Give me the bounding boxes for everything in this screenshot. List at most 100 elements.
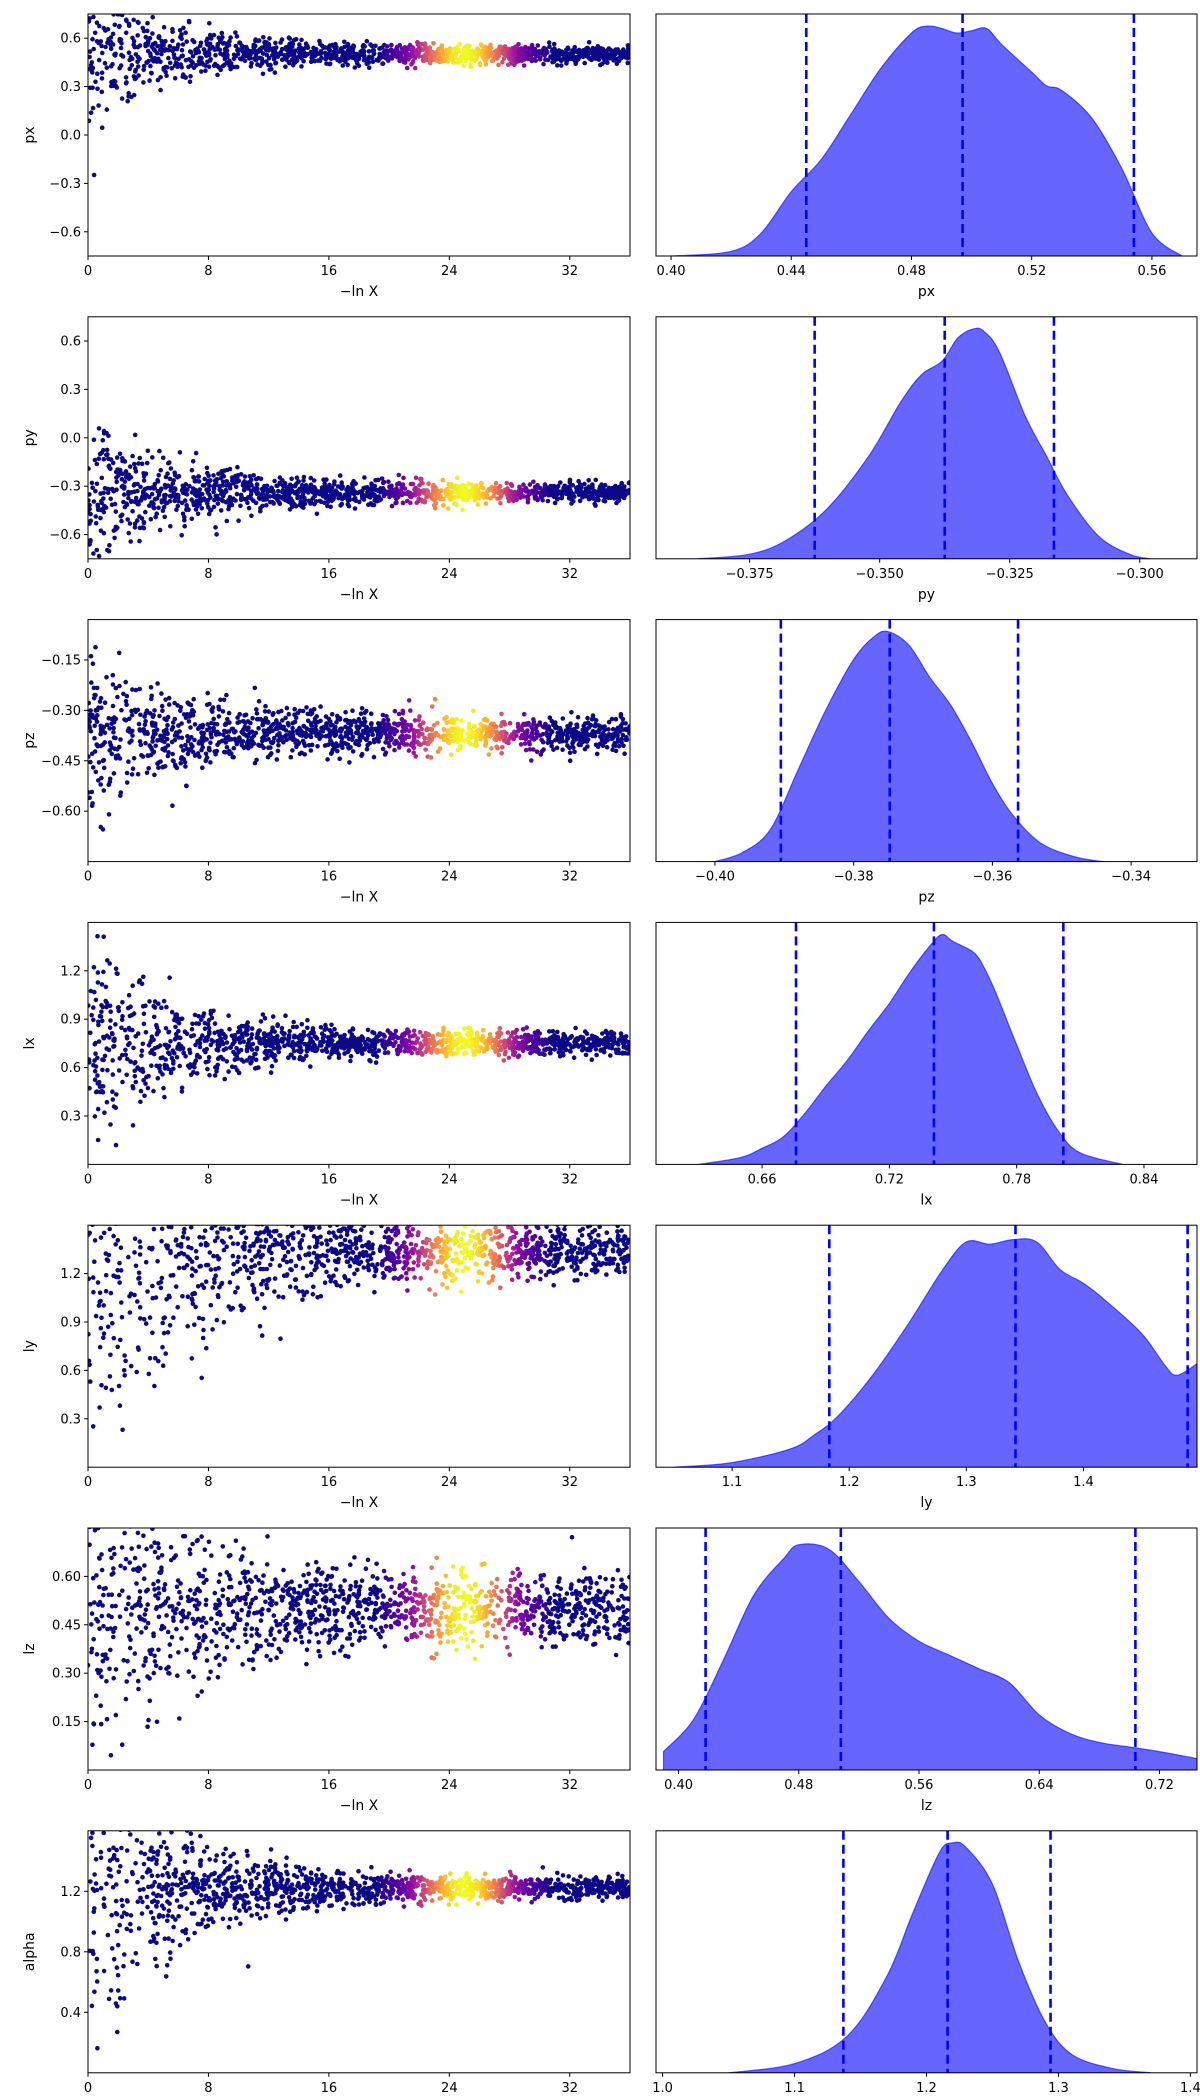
trace-point bbox=[315, 58, 321, 63]
trace-point bbox=[97, 451, 103, 457]
trace-point bbox=[205, 722, 210, 727]
trace-point bbox=[380, 489, 386, 495]
trace-point bbox=[99, 43, 104, 49]
trace-point bbox=[321, 485, 327, 491]
trace-point bbox=[190, 1021, 195, 1027]
trace-point bbox=[481, 47, 487, 53]
trace-point bbox=[94, 461, 100, 467]
trace-point bbox=[198, 499, 203, 504]
trace-point bbox=[141, 974, 146, 980]
trace-point bbox=[152, 772, 157, 778]
trace-point bbox=[95, 1073, 100, 1078]
trace-point bbox=[453, 728, 459, 733]
trace-point bbox=[341, 57, 347, 62]
trace-point bbox=[383, 52, 388, 57]
trace-point bbox=[119, 518, 124, 524]
trace-point bbox=[219, 36, 224, 42]
trace-point bbox=[569, 733, 574, 738]
trace-point bbox=[327, 61, 333, 67]
trace-point bbox=[600, 61, 605, 66]
trace-point bbox=[124, 780, 130, 785]
trace-point bbox=[325, 742, 331, 748]
trace-point bbox=[132, 466, 138, 471]
trace-point bbox=[592, 54, 597, 60]
trace-point bbox=[355, 1049, 360, 1055]
trace-point bbox=[111, 771, 117, 776]
trace-point bbox=[152, 481, 158, 487]
trace-point bbox=[417, 1030, 423, 1035]
trace-point bbox=[489, 730, 494, 735]
trace-point bbox=[578, 484, 583, 490]
trace-point bbox=[184, 507, 189, 513]
trace-point bbox=[375, 477, 381, 483]
trace-point bbox=[311, 478, 317, 483]
trace-point bbox=[143, 1081, 148, 1086]
trace-point bbox=[345, 485, 351, 490]
trace-point bbox=[157, 527, 163, 533]
trace-point bbox=[224, 1040, 230, 1045]
y-tick-label: −0.6 bbox=[49, 225, 81, 240]
trace-point bbox=[555, 734, 560, 740]
trace-point bbox=[106, 715, 111, 721]
trace-point bbox=[255, 490, 260, 495]
trace-point bbox=[200, 765, 205, 770]
trace-point bbox=[110, 31, 116, 37]
trace-point bbox=[389, 735, 395, 741]
trace-point bbox=[238, 497, 244, 503]
trace-point bbox=[138, 742, 144, 748]
trace-point bbox=[123, 75, 129, 80]
x-tick-label: 0.44 bbox=[777, 264, 806, 279]
trace-point bbox=[145, 448, 151, 454]
trace-point bbox=[193, 487, 198, 493]
trace-point bbox=[179, 1089, 185, 1094]
trace-point bbox=[162, 748, 167, 753]
trace-point bbox=[169, 727, 175, 732]
trace-point bbox=[212, 478, 218, 484]
trace-point bbox=[99, 729, 104, 734]
trace-point bbox=[309, 742, 315, 748]
trace-point bbox=[154, 51, 160, 56]
trace-point bbox=[166, 695, 172, 701]
trace-point bbox=[101, 788, 107, 793]
trace-point bbox=[475, 502, 481, 507]
trace-point bbox=[88, 1057, 92, 1062]
trace-point bbox=[172, 76, 178, 81]
x-tick-label: 0 bbox=[84, 567, 92, 582]
trace-point bbox=[262, 709, 268, 714]
trace-point bbox=[174, 731, 180, 737]
trace-point bbox=[100, 724, 106, 730]
trace-point bbox=[129, 56, 135, 61]
trace-point bbox=[213, 52, 218, 58]
trace-point bbox=[141, 728, 146, 734]
trace-point bbox=[102, 60, 108, 66]
trace-point bbox=[474, 728, 480, 734]
trace-point bbox=[473, 738, 479, 744]
trace-point bbox=[384, 714, 389, 719]
trace-point bbox=[478, 42, 484, 47]
trace-point bbox=[137, 455, 143, 461]
trace-point bbox=[451, 60, 456, 65]
trace-point bbox=[399, 485, 404, 490]
trace-point bbox=[105, 490, 111, 496]
trace-point bbox=[302, 743, 308, 749]
trace-point bbox=[112, 53, 118, 58]
trace-point bbox=[343, 709, 348, 715]
trace-point bbox=[178, 704, 184, 710]
trace-point bbox=[226, 500, 232, 506]
trace-point bbox=[166, 460, 171, 466]
trace-point bbox=[209, 734, 214, 740]
trace-point bbox=[137, 686, 142, 692]
trace-point bbox=[616, 493, 622, 499]
trace-point bbox=[531, 747, 536, 752]
trace-point bbox=[252, 685, 258, 691]
trace-point bbox=[244, 740, 250, 746]
trace-point bbox=[586, 484, 592, 490]
trace-point bbox=[552, 47, 558, 53]
x-tick-label: −0.40 bbox=[695, 870, 735, 885]
trace-point bbox=[602, 727, 608, 733]
trace-point bbox=[473, 49, 478, 55]
trace-point bbox=[554, 725, 560, 731]
trace-point bbox=[395, 48, 400, 53]
trace-point bbox=[582, 481, 587, 487]
trace-point bbox=[275, 488, 281, 494]
